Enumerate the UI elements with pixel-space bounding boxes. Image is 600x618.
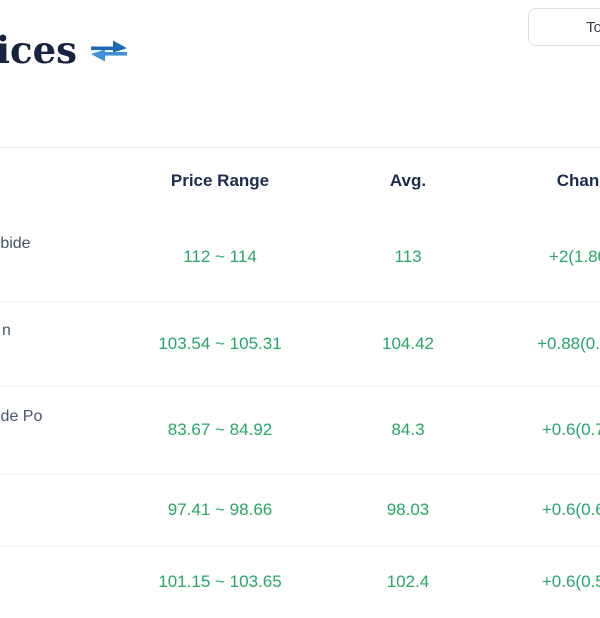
table-row[interactable]: 97.41 ~ 98.66 98.03 +0.6(0.61 [0,474,600,547]
avg-value: 102.4 [386,572,430,591]
avg-value: 104.42 [382,333,434,353]
change-value: +2(1.80 [548,247,600,266]
product-name[interactable]: ide Po [0,408,43,425]
price-range-value: 83.67 ~ 84.92 [167,420,273,439]
change-value: +0.6(0.61 [541,500,600,519]
table-header-row: Price Range Avg. Chan [0,148,600,213]
col-header-price-range: Price Range [170,170,270,190]
product-name[interactable]: rbide [0,235,31,252]
price-range-value: 97.41 ~ 98.66 [167,500,273,519]
table-row[interactable]: rbide 112 ~ 114 113 +2(1.80 [0,213,600,302]
col-header-change: Chan [556,170,600,190]
price-table: Price Range Avg. Chan rbide 112 ~ 114 11… [0,147,600,591]
table-row[interactable]: 101.15 ~ 103.65 102.4 +0.6(0.59 [0,546,600,618]
pricing-page: ices To Price Range Avg. Chan rbide 112 … [0,8,600,591]
top-right-button[interactable]: To [528,8,600,46]
avg-value: 84.3 [391,420,425,439]
page-title: ices [0,25,129,75]
avg-value: 98.03 [386,500,430,519]
swap-arrows-icon[interactable] [89,29,129,75]
product-name[interactable]: n [2,321,11,339]
change-value: +0.6(0.72 [541,420,600,439]
table-row[interactable]: ide Po 83.67 ~ 84.92 84.3 +0.6(0.72 [0,386,600,475]
change-value: +0.88(0.85 [537,333,600,353]
price-range-value: 101.15 ~ 103.65 [158,572,282,591]
table-row[interactable]: n 103.54 ~ 105.31 104.42 +0.88(0.85 [0,301,600,387]
col-header-avg: Avg. [389,170,427,190]
price-range-value: 112 ~ 114 [183,247,257,266]
price-range-value: 103.54 ~ 105.31 [158,333,282,353]
avg-value: 113 [394,247,422,266]
page-title-text: ices [0,27,77,72]
change-value: +0.6(0.59 [541,572,600,591]
